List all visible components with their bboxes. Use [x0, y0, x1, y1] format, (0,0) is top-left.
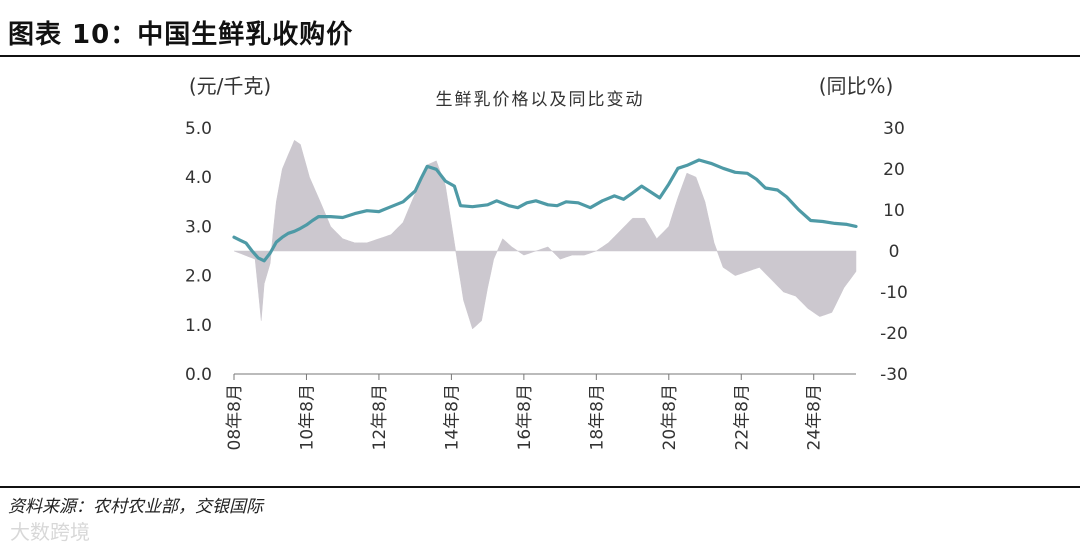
y-right-tick-label: 30 — [883, 119, 905, 139]
y-right-tick-label: -20 — [880, 324, 908, 344]
y-right-unit-label: (同比%) — [819, 74, 894, 98]
y-left-tick-label: 1.0 — [185, 316, 212, 336]
watermark-logo: 大数跨境 — [10, 520, 90, 544]
x-tick-label: 08年8月 — [225, 384, 245, 450]
price-line-layer — [232, 158, 858, 263]
x-tick-label: 22年8月 — [732, 384, 752, 450]
y-left-tick-label: 4.0 — [185, 168, 212, 188]
y-left-tick-label: 2.0 — [185, 267, 212, 287]
axis-layer — [233, 373, 856, 380]
y-right-tick-label: 0 — [889, 242, 900, 262]
x-tick-label: 12年8月 — [370, 384, 390, 450]
figure-title: 图表 10：中国生鲜乳收购价 — [8, 20, 354, 50]
x-tick-label: 18年8月 — [587, 384, 607, 450]
title-rule — [0, 55, 1080, 57]
y-left-tick-label: 5.0 — [185, 119, 212, 139]
price-line-series — [232, 158, 858, 263]
yoy-area-layer — [233, 139, 857, 330]
x-tick-label: 20年8月 — [660, 384, 680, 450]
y-left-tick-label: 3.0 — [185, 217, 212, 237]
label-layer: 5.0 4.0 3.0 2.0 1.0 0.0 30 20 10 0 -10 -20 -30 08年8月 1… — [185, 74, 908, 450]
y-right-tick-label: -30 — [880, 365, 908, 385]
y-left-unit-label: (元/千克) — [189, 74, 271, 98]
x-tick-label: 24年8月 — [805, 384, 825, 450]
y-right-tick-label: 10 — [883, 201, 905, 221]
x-tick-label: 14年8月 — [442, 384, 462, 450]
x-tick-label: 16年8月 — [515, 384, 535, 450]
chart: 5.0 4.0 3.0 2.0 1.0 0.0 30 20 10 0 -10 -20 -30 08年8月 1… — [185, 74, 908, 450]
yoy-area-series — [233, 139, 857, 330]
y-left-tick-label: 0.0 — [185, 365, 212, 385]
y-right-tick-label: -10 — [880, 283, 908, 303]
source-rule — [0, 486, 1080, 488]
chart-title: 生鲜乳价格以及同比变动 — [436, 90, 645, 110]
y-right-tick-label: 20 — [883, 160, 905, 180]
x-tick-label: 10年8月 — [297, 384, 317, 450]
source-note: 资料来源：农村农业部，交银国际 — [8, 497, 263, 517]
